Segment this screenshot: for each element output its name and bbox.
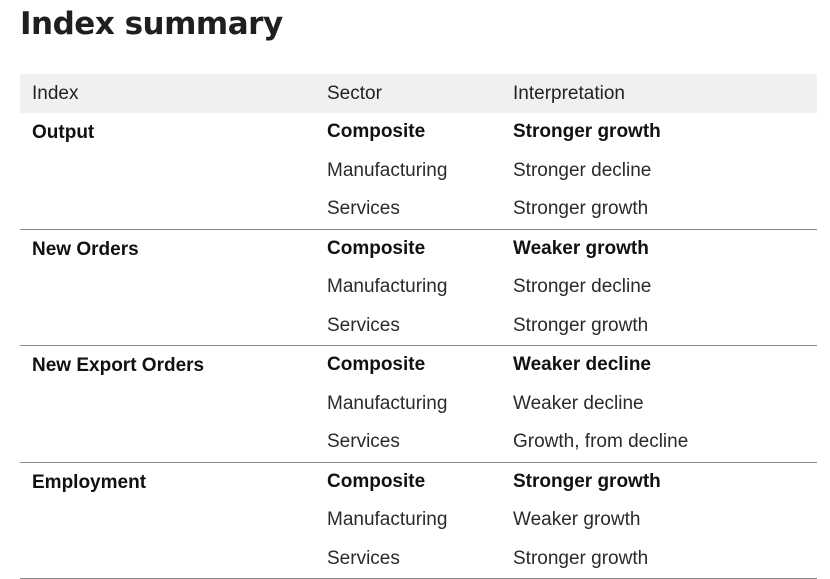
- sector-cell: Services: [327, 198, 400, 220]
- interpretation-cell: Stronger growth: [513, 470, 661, 492]
- interpretation-cell: Stronger decline: [513, 276, 652, 298]
- sector-cell: Manufacturing: [327, 392, 448, 414]
- interpretation-cell: Stronger decline: [513, 159, 652, 181]
- table-row: Services Growth, from decline: [20, 423, 817, 462]
- header-index: Index: [20, 74, 315, 113]
- table-row: Manufacturing Weaker growth: [20, 501, 817, 540]
- interpretation-cell: Stronger growth: [513, 547, 649, 569]
- sector-cell: Composite: [327, 121, 426, 143]
- index-name: Output: [32, 122, 95, 143]
- index-name: New Export Orders: [32, 355, 205, 376]
- table-row: Services Stronger growth: [20, 190, 817, 229]
- interpretation-cell: Stronger growth: [513, 198, 649, 220]
- interpretation-cell: Weaker growth: [513, 237, 649, 259]
- interpretation-cell: Weaker decline: [513, 354, 652, 376]
- table-row: Employment Composite Stronger growth: [20, 462, 817, 501]
- table-row: Manufacturing Stronger decline: [20, 268, 817, 307]
- sector-cell: Composite: [327, 354, 426, 376]
- group-new-orders: New Orders Composite Weaker growth Manuf…: [20, 229, 817, 346]
- sector-cell: Composite: [327, 237, 426, 259]
- table-row: Manufacturing Weaker decline: [20, 385, 817, 424]
- table-row: New Export Orders Composite Weaker decli…: [20, 346, 817, 385]
- interpretation-cell: Weaker decline: [513, 392, 644, 414]
- group-output: Output Composite Stronger growth Manufac…: [20, 113, 817, 229]
- sector-cell: Services: [327, 431, 400, 453]
- interpretation-cell: Stronger growth: [513, 121, 661, 143]
- table-row: New Orders Composite Weaker growth: [20, 229, 817, 268]
- table-row: Output Composite Stronger growth: [20, 113, 817, 152]
- interpretation-cell: Growth, from decline: [513, 431, 689, 453]
- sector-cell: Manufacturing: [327, 509, 448, 531]
- sector-cell: Manufacturing: [327, 276, 448, 298]
- table-row: Services Stronger growth: [20, 540, 817, 579]
- table-row: Manufacturing Stronger decline: [20, 152, 817, 191]
- table-row: Services Stronger growth: [20, 307, 817, 346]
- sector-cell: Services: [327, 314, 400, 336]
- sector-cell: Manufacturing: [327, 159, 448, 181]
- sector-cell: Composite: [327, 470, 426, 492]
- index-name: New Orders: [32, 238, 139, 260]
- group-employment: Employment Composite Stronger growth Man…: [20, 462, 817, 579]
- index-name: Employment: [32, 471, 147, 493]
- header-row: Index Sector Interpretation: [20, 74, 817, 113]
- index-summary-table: Index Sector Interpretation Output Compo…: [20, 74, 817, 579]
- header-interpretation: Interpretation: [501, 74, 817, 113]
- interpretation-cell: Weaker growth: [513, 509, 641, 531]
- page-title: Index summary: [20, 6, 283, 42]
- header-sector: Sector: [315, 74, 501, 113]
- group-new-export-orders: New Export Orders Composite Weaker decli…: [20, 346, 817, 462]
- interpretation-cell: Stronger growth: [513, 314, 649, 336]
- table-header: Index Sector Interpretation: [20, 74, 817, 113]
- sector-cell: Services: [327, 547, 400, 569]
